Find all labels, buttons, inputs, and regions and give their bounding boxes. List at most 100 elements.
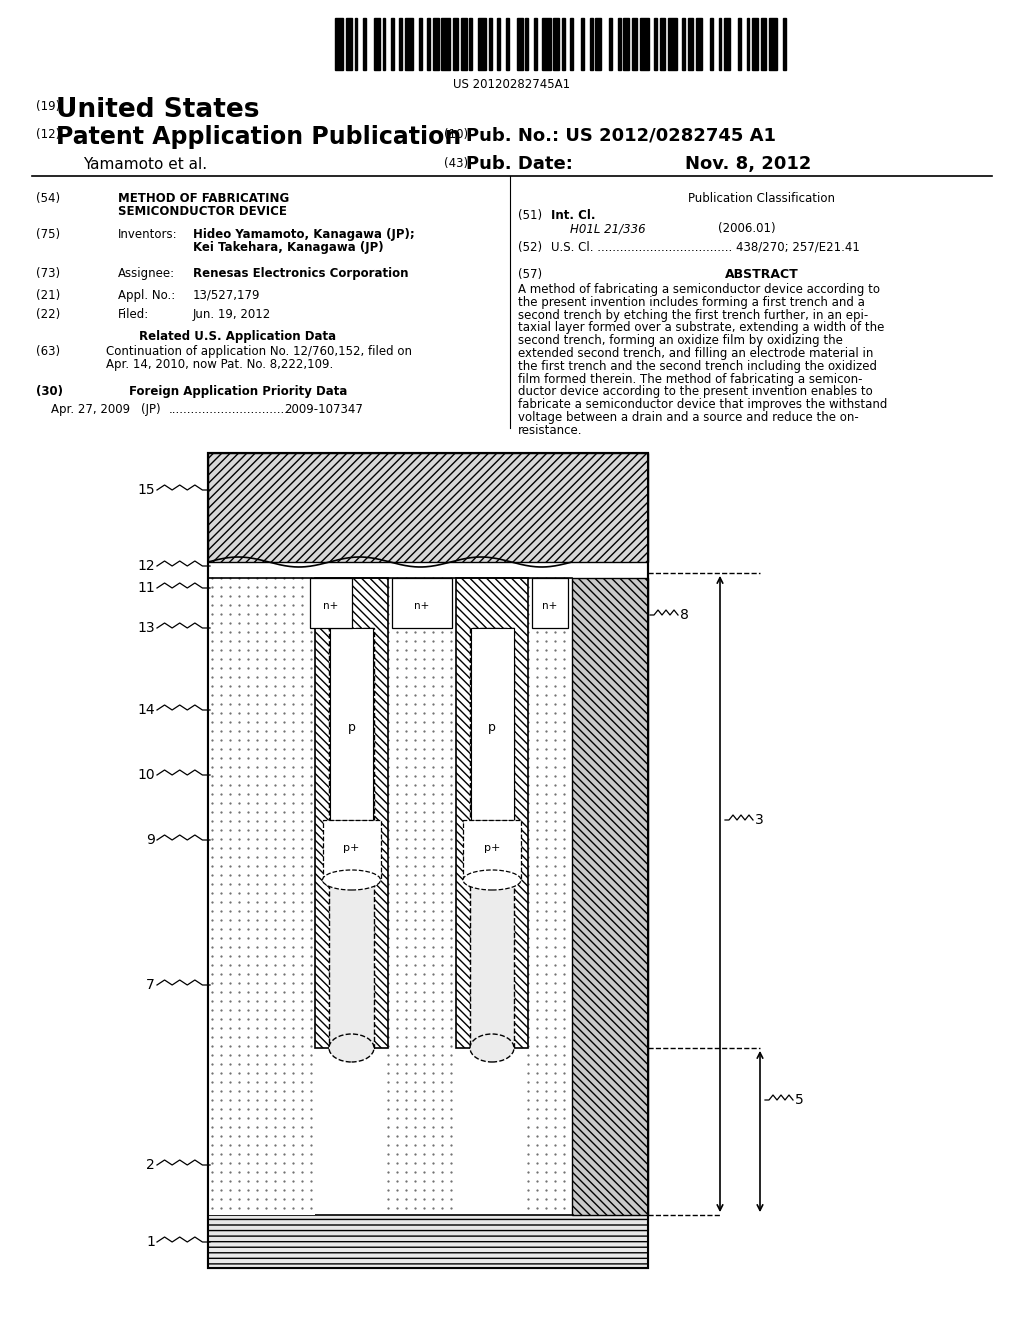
Text: p: p xyxy=(488,722,496,734)
Text: Hideo Yamamoto, Kanagawa (JP);: Hideo Yamamoto, Kanagawa (JP); xyxy=(193,228,415,242)
Bar xyxy=(711,18,713,70)
Text: H01L 21/336: H01L 21/336 xyxy=(570,222,645,235)
Bar xyxy=(427,18,430,70)
Text: (19): (19) xyxy=(36,100,60,114)
Bar xyxy=(406,18,414,70)
Text: Publication Classification: Publication Classification xyxy=(688,191,836,205)
Bar xyxy=(346,18,352,70)
Text: 13/527,179: 13/527,179 xyxy=(193,289,260,302)
Bar xyxy=(399,18,402,70)
Text: (54): (54) xyxy=(36,191,60,205)
Text: 14: 14 xyxy=(137,704,155,717)
Bar xyxy=(208,453,648,1269)
Bar xyxy=(441,18,450,70)
Bar xyxy=(453,18,458,70)
Text: Pub. Date:: Pub. Date: xyxy=(466,154,572,173)
Text: Jun. 19, 2012: Jun. 19, 2012 xyxy=(193,308,271,321)
Bar xyxy=(534,18,537,70)
Text: Renesas Electronics Corporation: Renesas Electronics Corporation xyxy=(193,267,409,280)
Text: taxial layer formed over a substrate, extending a width of the: taxial layer formed over a substrate, ex… xyxy=(518,321,885,334)
Text: resistance.: resistance. xyxy=(518,424,583,437)
Text: 2009-107347: 2009-107347 xyxy=(284,403,362,416)
Text: Filed:: Filed: xyxy=(118,308,150,321)
Text: p: p xyxy=(347,722,355,734)
Ellipse shape xyxy=(323,870,381,890)
Bar xyxy=(478,18,486,70)
Text: second trench, forming an oxidize film by oxidizing the: second trench, forming an oxidize film b… xyxy=(518,334,843,347)
Bar xyxy=(753,18,758,70)
Text: (43): (43) xyxy=(444,157,468,170)
Text: Inventors:: Inventors: xyxy=(118,228,177,242)
Bar xyxy=(315,578,388,1048)
Bar xyxy=(624,18,629,70)
Text: 12: 12 xyxy=(137,558,155,573)
Bar xyxy=(562,18,564,70)
Bar xyxy=(335,18,343,70)
Text: Related U.S. Application Data: Related U.S. Application Data xyxy=(139,330,337,343)
Text: (57): (57) xyxy=(518,268,542,281)
Bar xyxy=(208,453,648,1269)
Bar xyxy=(517,18,522,70)
Text: (22): (22) xyxy=(36,308,60,321)
Text: Apr. 27, 2009: Apr. 27, 2009 xyxy=(51,403,130,416)
Text: (JP): (JP) xyxy=(141,403,161,416)
Bar xyxy=(724,18,730,70)
Text: Patent Application Publication: Patent Application Publication xyxy=(56,125,461,149)
Text: n+: n+ xyxy=(415,601,430,611)
Bar xyxy=(738,18,741,70)
Text: Appl. No.:: Appl. No.: xyxy=(118,289,175,302)
Bar xyxy=(463,820,521,880)
Bar xyxy=(617,18,621,70)
Text: 2: 2 xyxy=(146,1158,155,1172)
Bar xyxy=(572,578,648,1214)
Bar xyxy=(659,18,666,70)
Bar xyxy=(640,18,648,70)
Ellipse shape xyxy=(329,1034,374,1063)
Bar xyxy=(746,18,750,70)
Text: (73): (73) xyxy=(36,267,60,280)
Text: (30): (30) xyxy=(36,385,63,399)
Text: (21): (21) xyxy=(36,289,60,302)
Bar xyxy=(392,578,452,628)
Text: US 20120282745A1: US 20120282745A1 xyxy=(454,78,570,91)
Bar xyxy=(498,18,500,70)
Bar xyxy=(719,18,721,70)
Bar xyxy=(456,578,528,1048)
Bar xyxy=(329,628,374,1048)
Text: 15: 15 xyxy=(137,483,155,498)
Bar xyxy=(208,453,648,562)
Bar xyxy=(632,18,637,70)
Bar xyxy=(489,18,492,70)
Bar xyxy=(433,18,438,70)
Text: (63): (63) xyxy=(36,345,60,358)
Text: 1: 1 xyxy=(146,1236,155,1249)
Bar xyxy=(761,18,766,70)
Text: (12): (12) xyxy=(36,128,60,141)
Ellipse shape xyxy=(470,1034,514,1063)
Text: Yamamoto et al.: Yamamoto et al. xyxy=(83,157,207,172)
Bar xyxy=(542,18,551,70)
Text: p+: p+ xyxy=(483,843,500,853)
Bar xyxy=(654,18,657,70)
Bar xyxy=(419,18,422,70)
Text: ductor device according to the present invention enables to: ductor device according to the present i… xyxy=(518,385,872,399)
Text: (52): (52) xyxy=(518,242,542,253)
Bar xyxy=(506,18,509,70)
Text: Kei Takehara, Kanagawa (JP): Kei Takehara, Kanagawa (JP) xyxy=(193,242,384,253)
Text: (2006.01): (2006.01) xyxy=(718,222,775,235)
Text: United States: United States xyxy=(56,96,259,123)
Text: the present invention includes forming a first trench and a: the present invention includes forming a… xyxy=(518,296,865,309)
Bar xyxy=(769,18,777,70)
Text: Nov. 8, 2012: Nov. 8, 2012 xyxy=(685,154,811,173)
Text: the first trench and the second trench including the oxidized: the first trench and the second trench i… xyxy=(518,360,877,372)
Text: 9: 9 xyxy=(146,833,155,847)
Text: film formed therein. The method of fabricating a semicon-: film formed therein. The method of fabri… xyxy=(518,372,862,385)
Text: 5: 5 xyxy=(795,1093,804,1107)
Text: extended second trench, and filling an electrode material in: extended second trench, and filling an e… xyxy=(518,347,873,360)
Text: 10: 10 xyxy=(137,768,155,781)
Text: METHOD OF FABRICATING: METHOD OF FABRICATING xyxy=(118,191,289,205)
Text: voltage between a drain and a source and reduce the on-: voltage between a drain and a source and… xyxy=(518,411,859,424)
Ellipse shape xyxy=(463,870,521,890)
Bar xyxy=(688,18,693,70)
Bar xyxy=(383,18,385,70)
